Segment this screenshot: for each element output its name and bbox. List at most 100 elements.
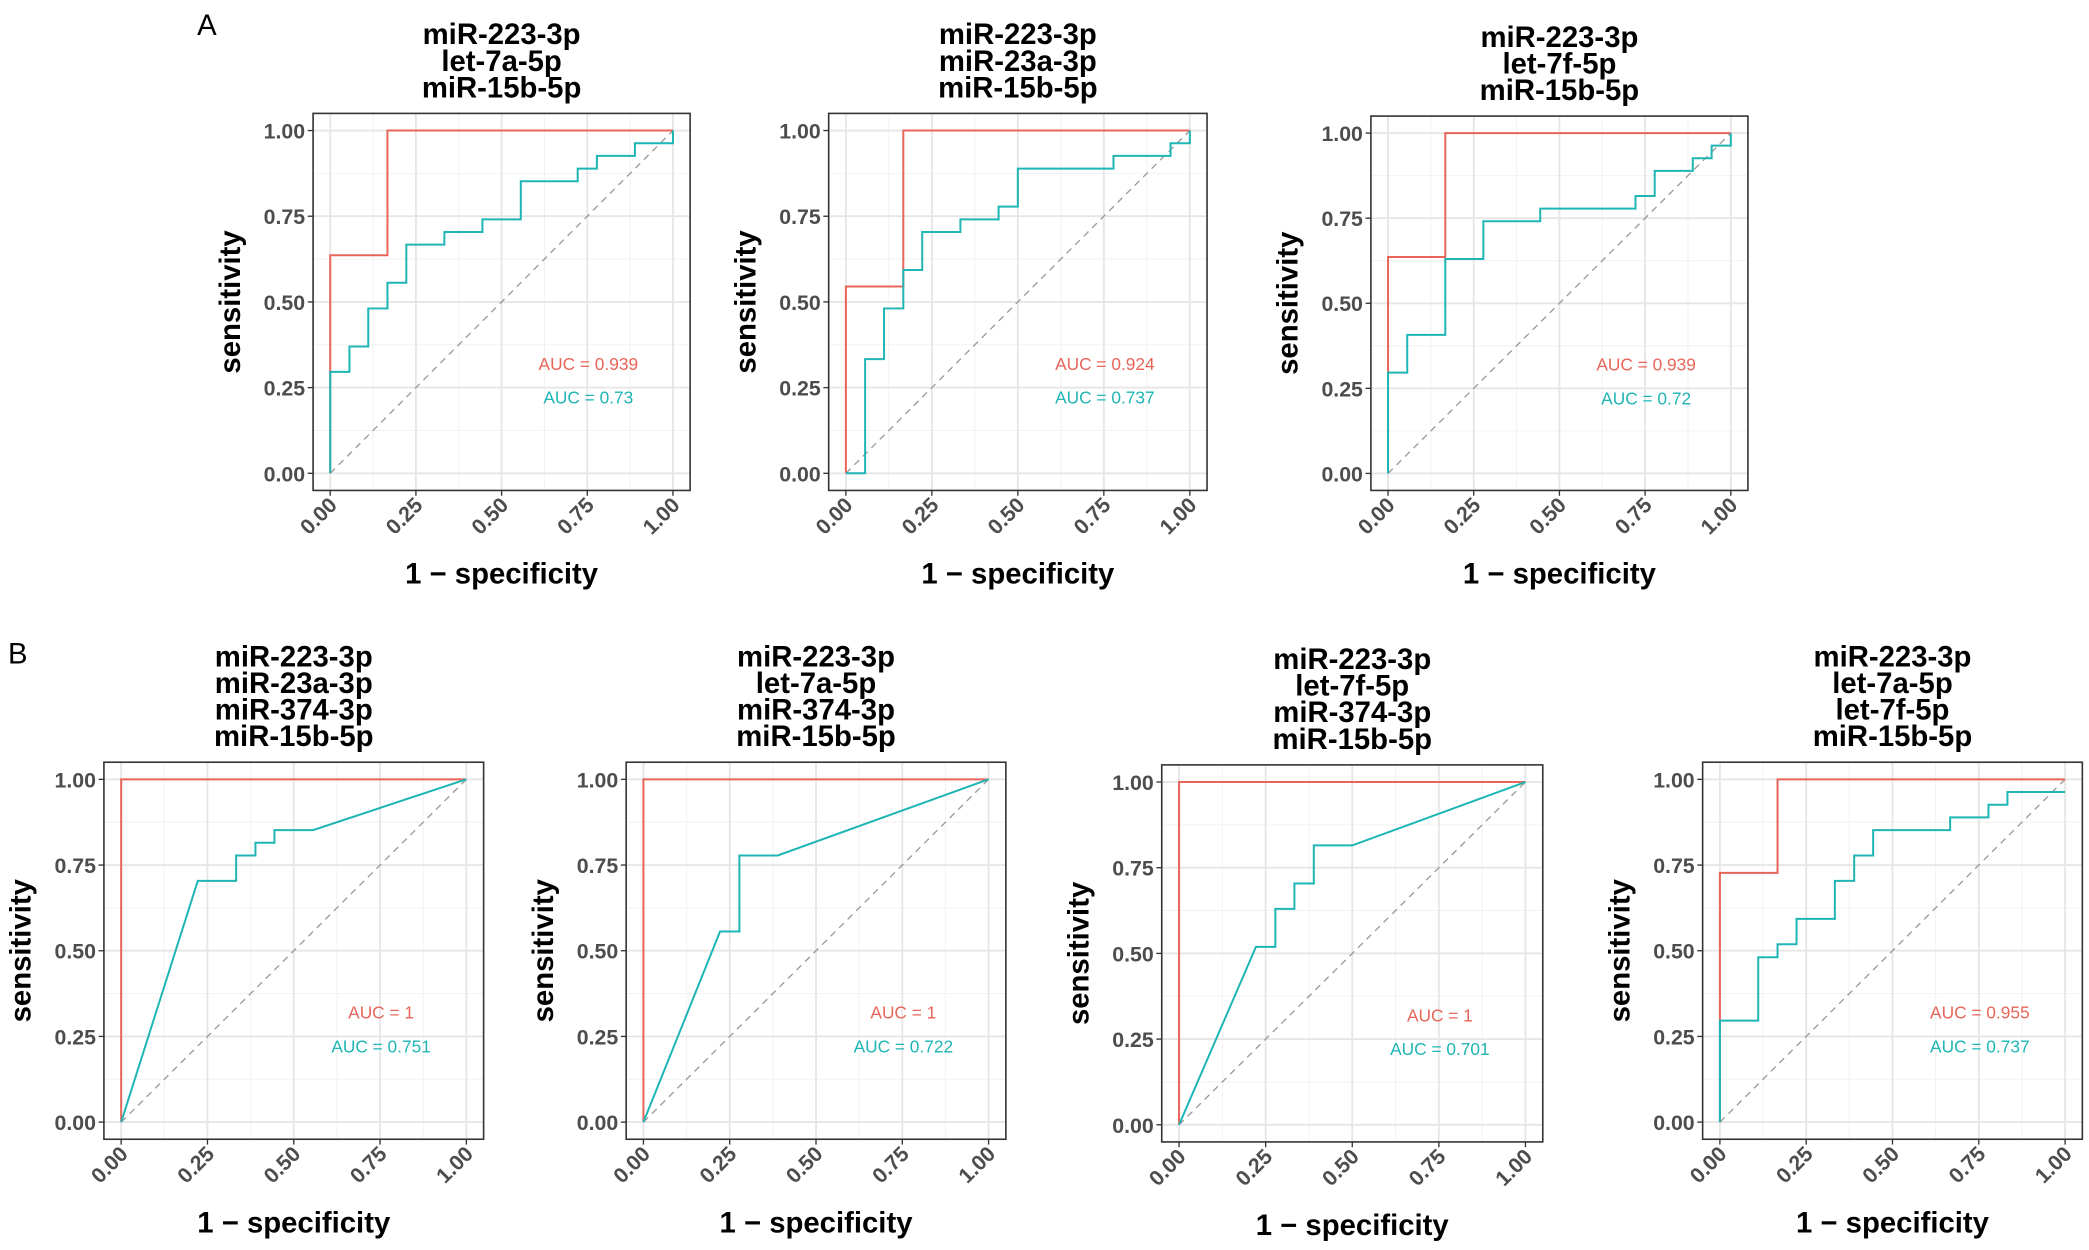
x-tick-label: 1.00	[1696, 493, 1742, 539]
chart-title: miR-15b-5p	[938, 71, 1098, 104]
x-tick-label: 0.25	[1771, 1142, 1817, 1188]
x-tick-label: 0.25	[173, 1142, 219, 1188]
y-tick-label: 0.50	[1653, 940, 1694, 964]
x-tick-label: 0.25	[695, 1142, 741, 1188]
auc-annotation: AUC = 0.722	[854, 1037, 954, 1057]
chart-title: let-7f-5p	[1502, 47, 1616, 80]
y-tick-label: 0.50	[1112, 942, 1153, 966]
y-tick-label: 0.00	[577, 1111, 618, 1135]
auc-annotation: AUC = 0.924	[1055, 354, 1155, 374]
y-tick-label: 0.75	[1112, 857, 1154, 881]
y-axis-label: sensitivity	[5, 878, 38, 1022]
roc-curve	[1718, 791, 2066, 1123]
x-tick-label: 0.50	[983, 493, 1029, 539]
chart-title: miR-374-3p	[737, 694, 895, 727]
y-tick-label: 0.50	[779, 291, 820, 315]
chart-title: miR-374-3p	[1273, 696, 1431, 729]
x-tick-label: 0.00	[86, 1142, 132, 1188]
y-tick-label: 0.50	[577, 940, 618, 964]
y-axis-label: sensitivity	[527, 878, 560, 1022]
x-tick-label: 0.75	[1069, 493, 1115, 539]
x-tick-label: 0.50	[781, 1142, 827, 1188]
y-axis-label: sensitivity	[1603, 878, 1636, 1022]
x-tick-label: 0.75	[1944, 1142, 1990, 1188]
plot-border	[625, 761, 1007, 1141]
reference-line	[1719, 778, 2066, 1123]
roc-curve	[1178, 781, 1526, 1125]
chart-title: miR-223-3p	[1814, 640, 1972, 673]
y-tick-label: 0.00	[1321, 462, 1362, 486]
auc-annotation: AUC = 0.751	[331, 1037, 431, 1057]
y-tick-label: 1.00	[1653, 768, 1694, 792]
x-tick-label: 0.25	[1439, 493, 1485, 539]
reference-line	[1387, 132, 1732, 474]
auc-annotation: AUC = 0.939	[1596, 355, 1696, 375]
y-tick-label: 0.75	[1653, 854, 1695, 878]
x-tick-label: 1.00	[2030, 1142, 2076, 1188]
chart-title: miR-223-3p	[737, 640, 895, 673]
plot-border	[1160, 764, 1544, 1143]
roc-curve	[329, 130, 674, 474]
chart-title: miR-23a-3p	[215, 667, 373, 700]
reference-line	[642, 778, 990, 1123]
reference-line	[120, 778, 467, 1123]
y-tick-label: 0.00	[54, 1111, 95, 1135]
auc-annotation: AUC = 0.737	[1930, 1037, 2030, 1057]
y-tick-label: 0.25	[1321, 377, 1363, 401]
auc-annotation: AUC = 0.701	[1390, 1039, 1490, 1059]
y-tick-label: 0.75	[54, 854, 96, 878]
roc-curve	[120, 778, 467, 1123]
plot-border	[1701, 761, 2084, 1141]
chart-title: let-7f-5p	[1836, 694, 1950, 727]
reference-line	[845, 130, 1191, 474]
chart-title: let-7f-5p	[1295, 670, 1409, 703]
y-tick-label: 0.25	[264, 377, 306, 401]
auc-annotation: AUC = 0.939	[539, 354, 639, 374]
y-tick-label: 0.75	[577, 854, 619, 878]
x-axis-label: 1 − specificity	[720, 1207, 914, 1240]
x-axis-label: 1 − specificity	[405, 558, 599, 591]
chart-title: miR-223-3p	[939, 18, 1097, 51]
chart-title: miR-223-3p	[1273, 643, 1431, 676]
y-tick-label: 0.00	[1112, 1114, 1153, 1138]
x-tick-label: 0.00	[1353, 493, 1399, 539]
x-tick-label: 0.50	[1858, 1142, 1904, 1188]
x-tick-label: 0.50	[1525, 493, 1571, 539]
x-tick-label: 0.00	[1685, 1142, 1731, 1188]
x-tick-label: 0.75	[868, 1142, 914, 1188]
x-tick-label: 1.00	[1491, 1144, 1537, 1190]
chart-title: let-7a-5p	[441, 45, 561, 78]
x-tick-label: 0.75	[1610, 493, 1656, 539]
plot-border	[827, 112, 1208, 492]
y-tick-label: 1.00	[779, 120, 820, 144]
chart-title: let-7a-5p	[756, 667, 876, 700]
chart-title: miR-374-3p	[215, 694, 373, 727]
x-tick-label: 0.75	[1404, 1144, 1450, 1190]
auc-annotation: AUC = 1	[348, 1003, 414, 1023]
chart-title: miR-223-3p	[423, 18, 581, 51]
y-tick-label: 0.50	[264, 291, 305, 315]
chart-title: miR-15b-5p	[736, 720, 896, 753]
chart-title: miR-15b-5p	[214, 720, 374, 753]
x-axis-label: 1 − specificity	[921, 558, 1115, 591]
x-tick-label: 0.75	[553, 493, 599, 539]
y-tick-label: 1.00	[264, 120, 305, 144]
x-tick-label: 1.00	[1155, 493, 1201, 539]
y-tick-label: 1.00	[1112, 771, 1153, 795]
y-axis-label: sensitivity	[1272, 231, 1305, 375]
x-axis-label: 1 − specificity	[1256, 1209, 1450, 1242]
x-tick-label: 0.50	[1318, 1144, 1364, 1190]
auc-annotation: AUC = 0.73	[543, 388, 633, 408]
x-axis-label: 1 − specificity	[1796, 1207, 1990, 1240]
plot-border	[312, 112, 691, 492]
x-tick-label: 0.25	[1231, 1144, 1277, 1190]
y-tick-label: 0.00	[779, 462, 820, 486]
panel-label: B	[8, 638, 28, 671]
chart-title: miR-15b-5p	[1272, 723, 1432, 756]
roc-curve	[1387, 133, 1732, 474]
y-tick-label: 0.75	[264, 205, 306, 229]
y-tick-label: 0.75	[779, 205, 821, 229]
y-tick-label: 0.25	[779, 377, 821, 401]
y-tick-label: 0.00	[264, 462, 305, 486]
